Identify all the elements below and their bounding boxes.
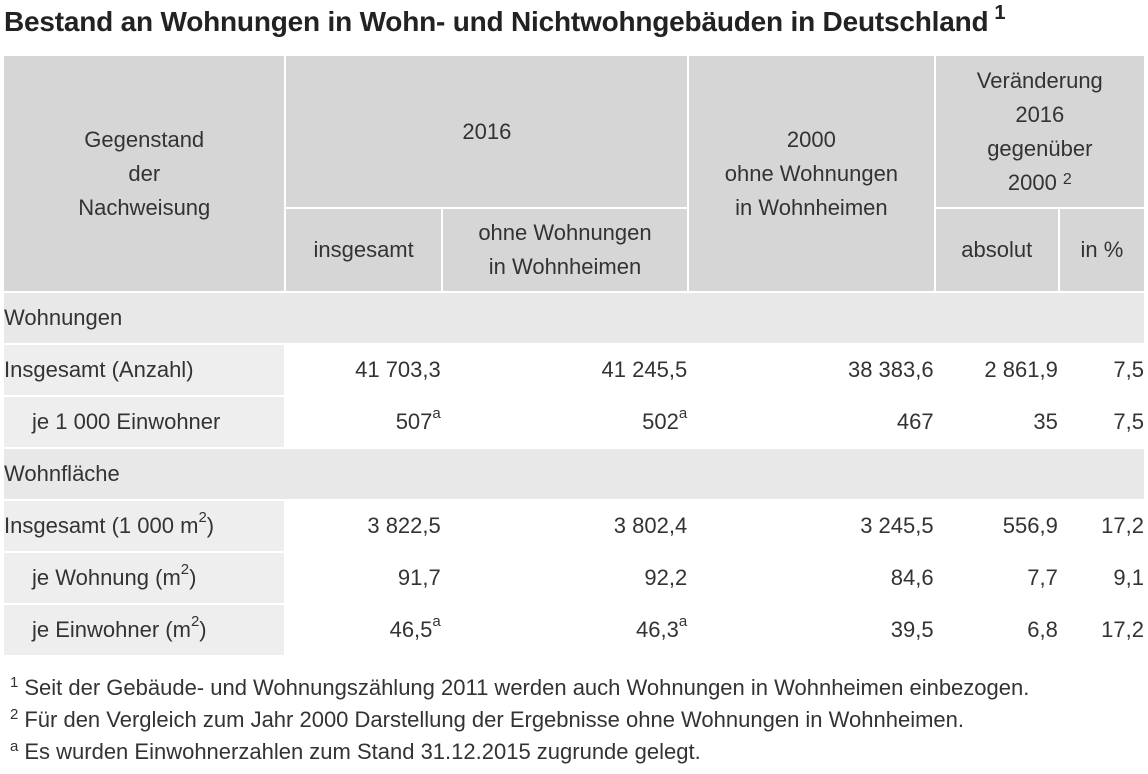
cell-2000: 3 245,5 bbox=[687, 499, 936, 553]
cell-percent: 7,5 bbox=[1057, 395, 1147, 449]
footnote: a Es wurden Einwohnerzahlen zum Stand 31.… bbox=[10, 738, 701, 764]
footnote-mark: a bbox=[432, 405, 441, 422]
cell-2000: 39,5 bbox=[687, 603, 936, 657]
header-total: insgesamt bbox=[284, 207, 443, 293]
cell-without-homes: 46,3a bbox=[440, 603, 690, 657]
row-label: Insgesamt (1 000 m2) bbox=[1, 499, 287, 553]
title-footnote-mark: 1 bbox=[994, 2, 1006, 24]
cell-absolute: 2 861,9 bbox=[933, 343, 1060, 397]
header-without-homes: ohne Wohnungen in Wohnheimen bbox=[440, 207, 690, 293]
cell-total: 3 822,5 bbox=[284, 499, 443, 553]
cell-percent: 7,5 bbox=[1057, 343, 1147, 397]
footnote-mark: 1 bbox=[10, 674, 19, 691]
header-change: Veränderung 2016 gegenüber 2000 2 bbox=[933, 54, 1147, 209]
table-row: je Einwohner (m2) 46,5a 46,3a 39,5 6,8 1… bbox=[1, 603, 1147, 657]
header-absolute: absolut bbox=[933, 207, 1060, 293]
footnote-mark: a bbox=[678, 405, 688, 422]
table-row: Insgesamt (1 000 m2) 3 822,5 3 802,4 3 2… bbox=[1, 499, 1147, 553]
section-label: Wohnfläche bbox=[2, 447, 1146, 501]
row-label: Insgesamt (Anzahl) bbox=[1, 343, 287, 397]
cell-absolute: 6,8 bbox=[933, 603, 1060, 657]
footnote: 1 Seit der Gebäude- und Wohnungszählung 2… bbox=[10, 674, 1030, 700]
section-row-area: Wohnfläche bbox=[2, 447, 1146, 501]
housing-stock-table: Gegenstand der Nachweisung 2016 2000 ohn… bbox=[1, 54, 1147, 657]
footnote-mark: a bbox=[678, 613, 688, 630]
header-year-2016: 2016 bbox=[284, 54, 690, 209]
header-percent: in % bbox=[1057, 207, 1147, 293]
cell-absolute: 7,7 bbox=[933, 551, 1060, 605]
cell-2000: 84,6 bbox=[687, 551, 936, 605]
footnote: 2 Für den Vergleich zum Jahr 2000 Darstel… bbox=[10, 706, 964, 732]
page-title-text: Bestand an Wohnungen in Wohn- und Nichtw… bbox=[4, 6, 989, 37]
table-row: Insgesamt (Anzahl) 41 703,3 41 245,5 38 … bbox=[1, 343, 1147, 397]
table-header: Gegenstand der Nachweisung 2016 2000 ohn… bbox=[1, 54, 1147, 293]
cell-percent: 17,2 bbox=[1057, 499, 1147, 553]
cell-percent: 9,1 bbox=[1057, 551, 1147, 605]
row-label: je 1 000 Einwohner bbox=[1, 395, 287, 449]
footnote-mark: a bbox=[10, 738, 19, 755]
cell-absolute: 556,9 bbox=[933, 499, 1060, 553]
cell-2000: 38 383,6 bbox=[687, 343, 936, 397]
cell-without-homes: 502a bbox=[440, 395, 690, 449]
footnote-mark: a bbox=[432, 613, 441, 630]
change-footnote-mark: 2 bbox=[1062, 170, 1072, 188]
section-row-dwellings: Wohnungen bbox=[2, 291, 1146, 345]
footnotes: 1 Seit der Gebäude- und Wohnungszählung 2… bbox=[10, 672, 1029, 768]
cell-without-homes: 3 802,4 bbox=[440, 499, 690, 553]
footnote-mark: 2 bbox=[10, 706, 19, 723]
section-label: Wohnungen bbox=[2, 291, 1146, 345]
header-subject: Gegenstand der Nachweisung bbox=[1, 54, 287, 293]
cell-total: 507a bbox=[284, 395, 443, 449]
cell-total: 46,5a bbox=[284, 603, 443, 657]
cell-without-homes: 41 245,5 bbox=[440, 343, 690, 397]
row-label: je Wohnung (m2) bbox=[1, 551, 287, 605]
cell-percent: 17,2 bbox=[1057, 603, 1147, 657]
table-row: je Wohnung (m2) 91,7 92,2 84,6 7,7 9,1 bbox=[1, 551, 1147, 605]
header-year-2000: 2000 ohne Wohnungen in Wohnheimen bbox=[687, 54, 936, 293]
cell-2000: 467 bbox=[687, 395, 936, 449]
cell-total: 41 703,3 bbox=[284, 343, 443, 397]
table-row: je 1 000 Einwohner 507a 502a 467 35 7,5 bbox=[1, 395, 1147, 449]
page-title: Bestand an Wohnungen in Wohn- und Nichtw… bbox=[4, 2, 1006, 38]
row-label: je Einwohner (m2) bbox=[1, 603, 287, 657]
cell-total: 91,7 bbox=[284, 551, 443, 605]
cell-absolute: 35 bbox=[933, 395, 1060, 449]
cell-without-homes: 92,2 bbox=[440, 551, 690, 605]
